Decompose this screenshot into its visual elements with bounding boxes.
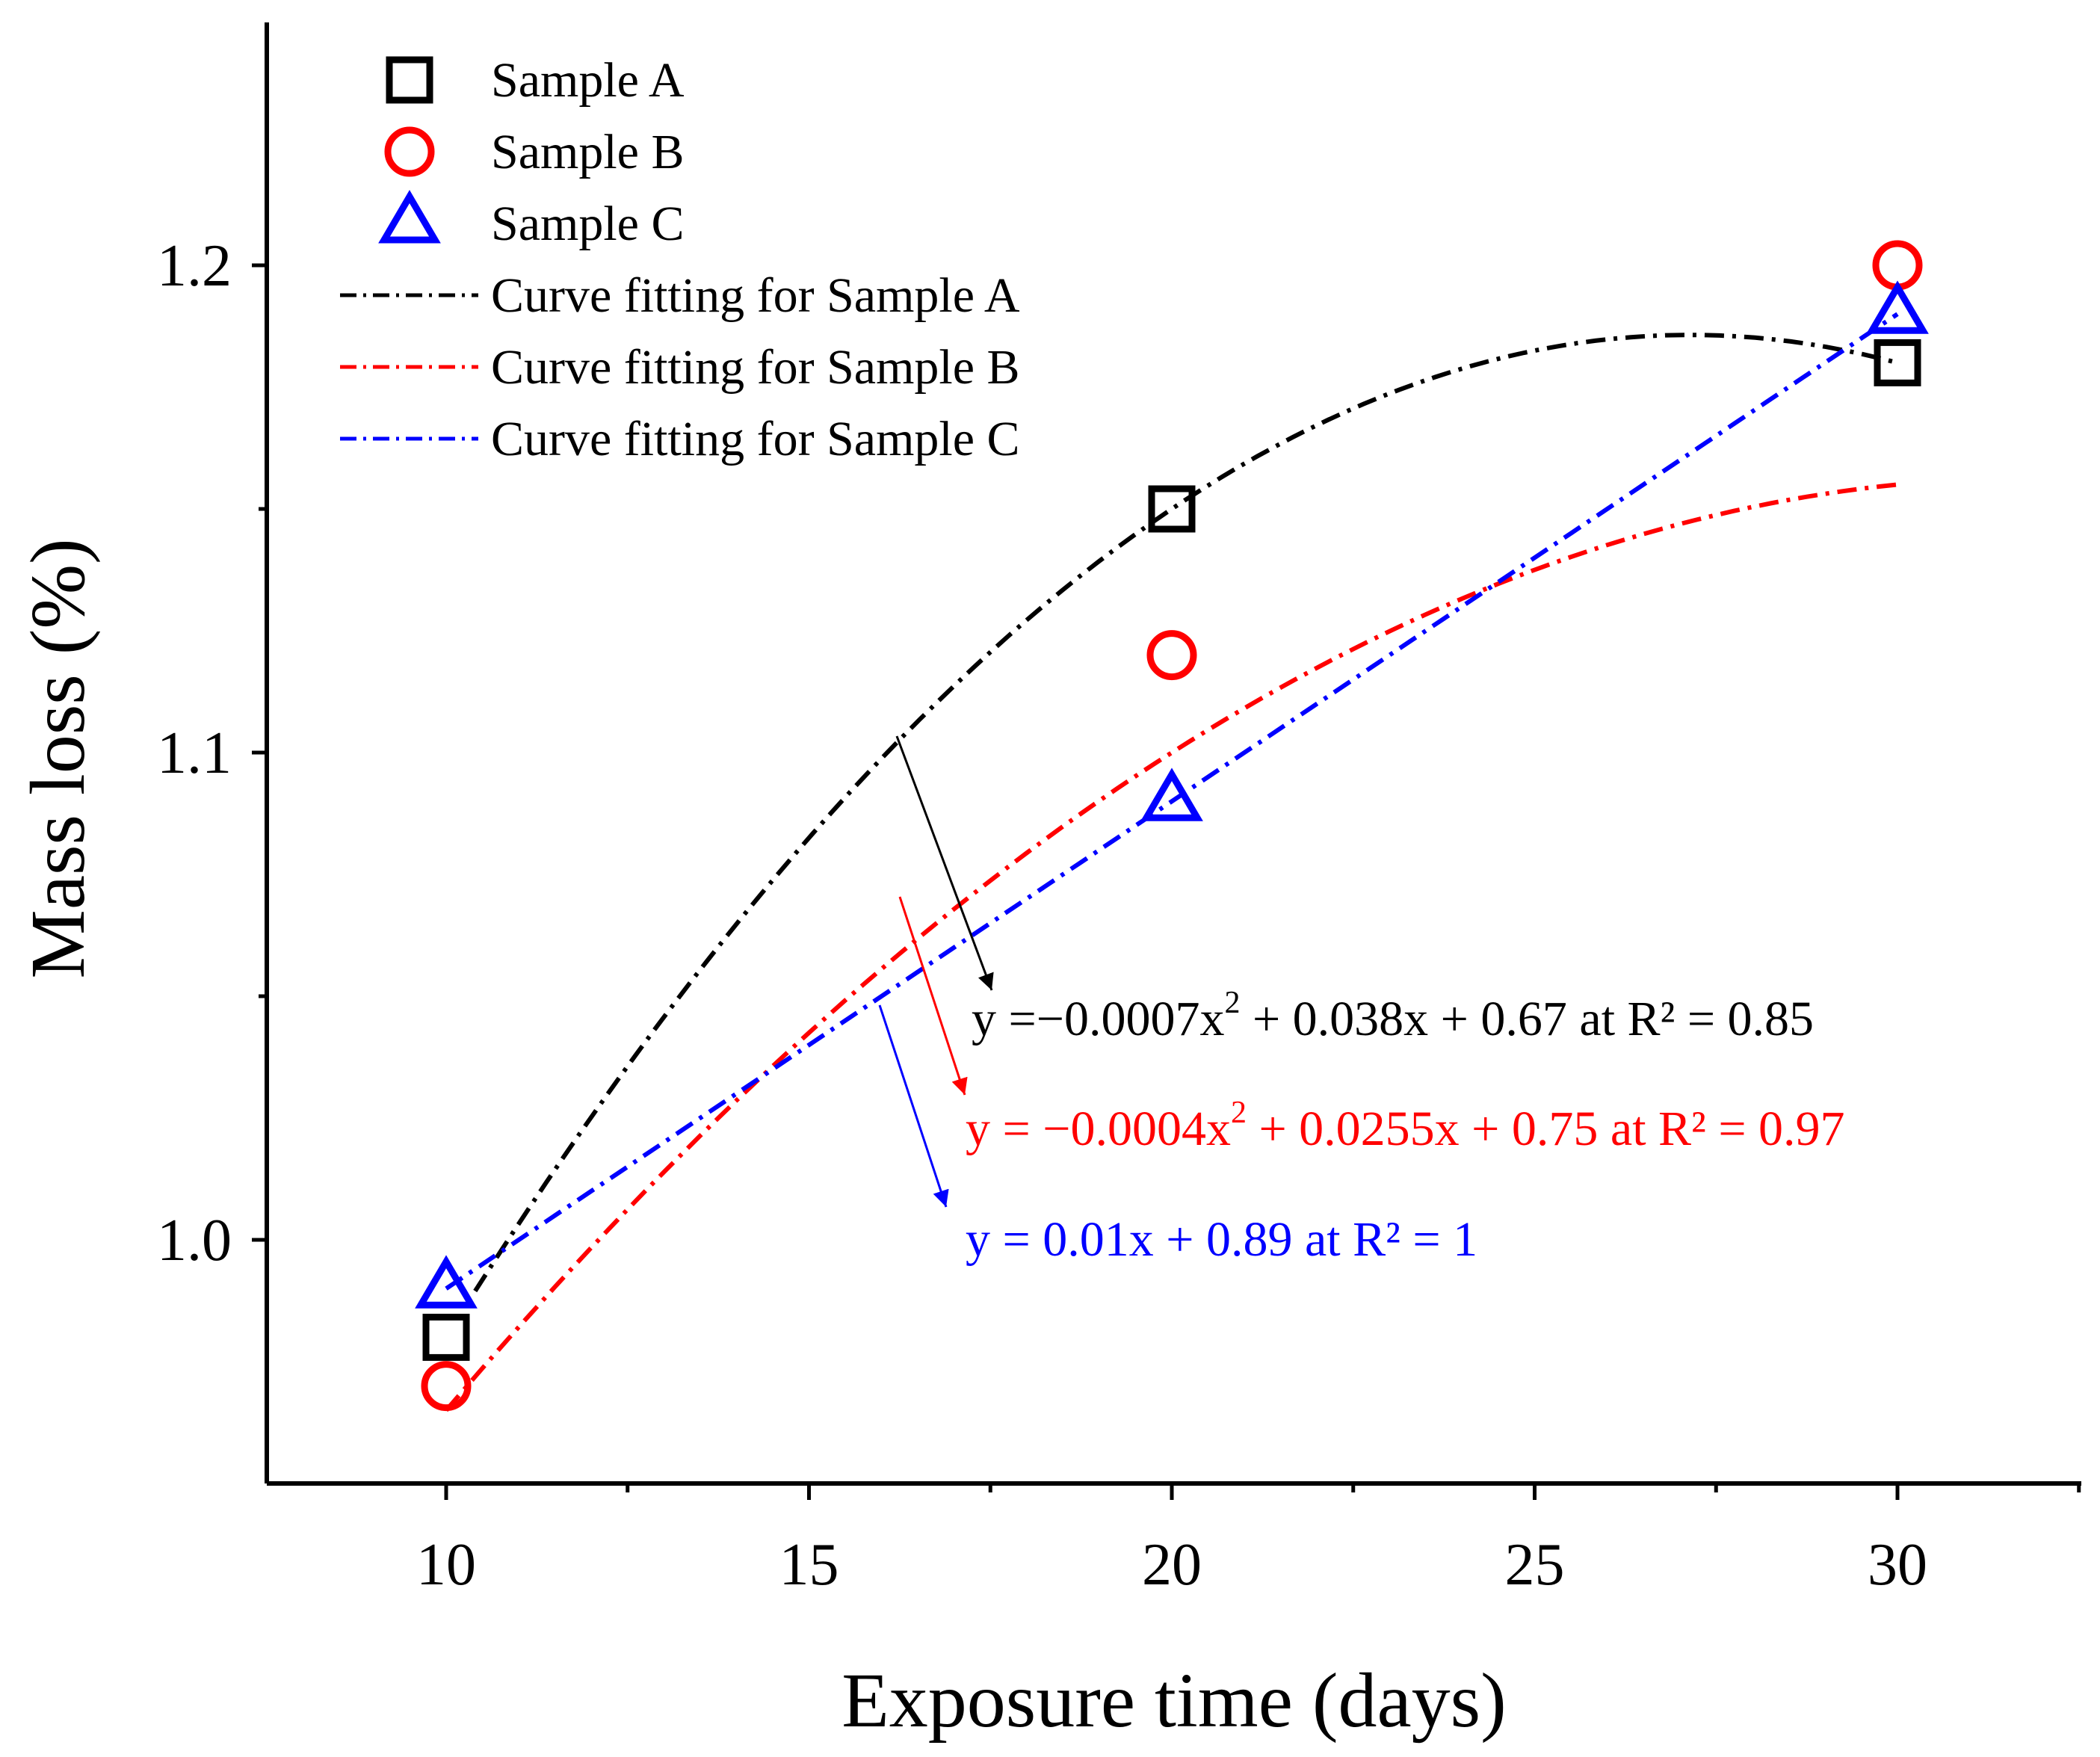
- x-axis-title: Exposure time (days): [841, 1658, 1507, 1744]
- x-tick-labels: 10 15 20 25 30: [416, 1532, 1927, 1598]
- fit-curve-sample-c: [445, 312, 1899, 1291]
- y-tick-label: 1.2: [157, 233, 232, 299]
- point-sample-a: [1148, 485, 1196, 533]
- y-tick-labels: 1.0 1.1 1.2: [157, 233, 232, 1273]
- legend: Sample A Sample B Sample C Curve fitting fo…: [340, 53, 1020, 466]
- x-tick-label: 30: [1868, 1532, 1927, 1598]
- y-axis-title: Mass loss (%): [15, 538, 101, 978]
- arrow-sample-b: [898, 896, 968, 1096]
- fit-equations: y =−0.0007x2 + 0.038x + 0.67 at R² = 0.8…: [966, 986, 1845, 1267]
- y-tick-label: 1.1: [157, 720, 232, 786]
- y-tick-label: 1.0: [157, 1208, 232, 1273]
- point-sample-b: [1872, 240, 1923, 291]
- annotation-arrows: [878, 735, 994, 1208]
- legend-label: Curve fitting for Sample C: [491, 412, 1020, 466]
- equation-sample-a: y =−0.0007x2 + 0.038x + 0.67 at R² = 0.8…: [972, 986, 1814, 1046]
- arrow-sample-a: [895, 735, 994, 991]
- fit-curve-sample-a: [473, 333, 1898, 1293]
- legend-marker-sample-c: [378, 190, 441, 244]
- legend-label: Sample C: [491, 197, 685, 251]
- fit-curve-sample-b: [444, 482, 1898, 1412]
- equation-sample-b: y = −0.0004x2 + 0.0255x + 0.75 at R² = 0…: [966, 1096, 1845, 1156]
- legend-label: Sample B: [491, 125, 685, 179]
- x-tick-label: 15: [779, 1532, 839, 1598]
- point-sample-c: [415, 1255, 478, 1309]
- x-ticks: [444, 1483, 2081, 1500]
- legend-label: Sample A: [491, 53, 685, 108]
- equation-sample-c: y = 0.01x + 0.89 at R² = 1: [966, 1212, 1477, 1267]
- point-sample-a: [1874, 339, 1921, 386]
- legend-label: Curve fitting for Sample A: [491, 268, 1020, 323]
- x-tick-label: 10: [416, 1532, 476, 1598]
- x-tick-label: 20: [1142, 1532, 1202, 1598]
- legend-label: Curve fitting for Sample B: [491, 340, 1020, 395]
- point-sample-b: [1146, 630, 1197, 681]
- y-ticks: [252, 263, 267, 1242]
- arrow-sample-c: [878, 1004, 949, 1208]
- fit-curves: [444, 312, 1899, 1412]
- point-sample-b: [421, 1361, 472, 1412]
- data-markers: [415, 240, 1929, 1412]
- x-tick-label: 25: [1505, 1532, 1565, 1598]
- point-sample-a: [422, 1313, 470, 1361]
- legend-marker-sample-b: [384, 126, 435, 177]
- point-sample-c: [1866, 280, 1929, 334]
- legend-marker-sample-a: [386, 56, 433, 104]
- point-sample-c: [1140, 768, 1203, 821]
